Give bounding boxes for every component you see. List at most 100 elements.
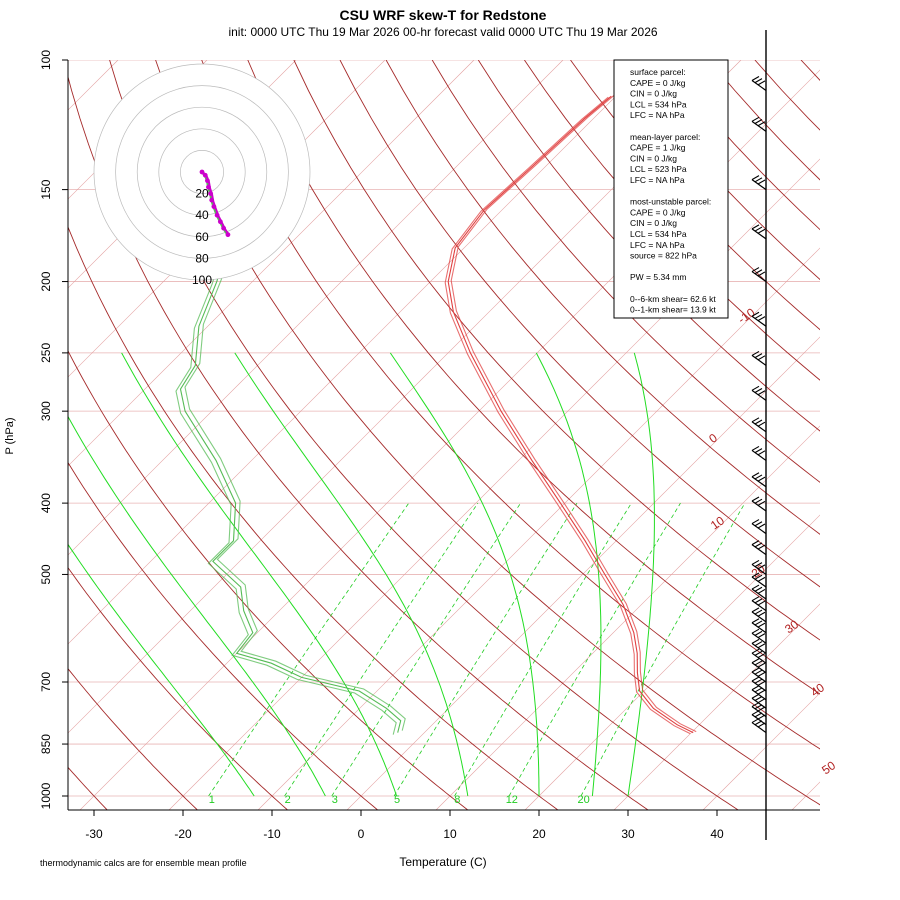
wind-barb-flag — [754, 720, 763, 726]
wind-barb-flag — [751, 385, 760, 391]
wind-barb-staff — [751, 588, 767, 600]
stats-line: mean-layer parcel: — [630, 132, 700, 142]
wind-barb — [751, 667, 767, 683]
wind-barb-flag — [754, 542, 763, 548]
wind-barb-staff — [751, 120, 767, 132]
mixing-ratio-label: 3 — [332, 794, 338, 806]
wind-barb — [751, 224, 767, 240]
pressure-tick-label: 400 — [39, 493, 53, 513]
dewpoint-line — [175, 258, 397, 735]
stats-line: LFC = NA hPa — [630, 240, 685, 250]
hodograph-ring — [93, 63, 311, 281]
wind-barb-flag — [757, 671, 766, 677]
wind-barbs — [751, 75, 767, 734]
wind-barb-flag — [754, 696, 763, 701]
wind-barb — [751, 175, 767, 191]
wind-barb-flag — [757, 316, 766, 322]
wind-barb-flag — [757, 390, 766, 396]
sounding-profiles — [175, 94, 697, 735]
temperature-tick-label: -10 — [263, 827, 281, 841]
dry-adiabat — [68, 349, 469, 810]
wind-barb-flag — [757, 600, 766, 606]
wind-barb-flag — [751, 648, 760, 654]
dry-adiabat — [68, 668, 199, 810]
wind-barb-staff — [751, 600, 767, 612]
wind-barb — [751, 75, 767, 91]
dry-adiabat — [68, 461, 379, 810]
mixing-ratio-lines — [208, 502, 746, 797]
stats-box — [613, 59, 729, 319]
stats-line: CAPE = 0 J/kg — [630, 207, 686, 217]
wind-barb-flag — [751, 702, 760, 708]
hodograph-point — [214, 212, 220, 218]
wind-barb-flag — [754, 177, 763, 183]
wind-barb — [751, 638, 767, 654]
dry-adiabat — [847, 60, 900, 812]
wind-barb-flag — [751, 572, 760, 578]
dry-adiabat — [385, 60, 820, 535]
hodograph-point — [225, 232, 231, 238]
mixing-ratio-label: 12 — [506, 794, 518, 806]
dry-adiabat — [201, 60, 820, 750]
wind-barb-flag — [751, 596, 760, 602]
hodograph-ring-label: 100 — [192, 273, 212, 287]
wind-barb-flag — [751, 607, 760, 613]
isotherm-line — [791, 781, 820, 810]
moist-adiabat — [535, 352, 602, 797]
isobar-lines — [68, 60, 820, 797]
wind-barb — [751, 718, 767, 734]
mixing-ratio-label: 8 — [454, 794, 460, 806]
wind-barb-flag — [754, 353, 763, 359]
isotherm-line — [68, 60, 564, 556]
pressure-tick-label: 150 — [39, 179, 53, 199]
hodograph-point — [199, 169, 205, 175]
dry-adiabat — [708, 60, 820, 181]
hodograph-point — [205, 178, 210, 184]
wind-barb-flag — [757, 689, 766, 695]
wind-barb-flag — [757, 476, 766, 482]
wind-barb-staff — [751, 563, 767, 575]
dry-adiabat-lines — [68, 60, 900, 812]
wind-barb — [751, 385, 767, 401]
hodograph-point — [221, 225, 227, 231]
stats-line: LFC = NA hPa — [630, 110, 685, 120]
isotherm-line — [613, 603, 820, 810]
wind-barb-flag — [757, 355, 766, 361]
stats-line: 0--6-km shear= 62.6 kt — [630, 294, 716, 304]
wind-barb — [751, 267, 767, 283]
hodograph-ring-label: 20 — [195, 187, 209, 201]
pressure-tick-label: 200 — [39, 271, 53, 291]
mixing-ratio-label: 20 — [577, 794, 589, 806]
dry-adiabat — [754, 60, 820, 131]
wind-barb-staff — [751, 671, 767, 683]
wind-barb-flag — [754, 660, 763, 666]
moist-adiabat — [68, 543, 255, 797]
moist-adiabat — [234, 352, 469, 797]
wind-barb-flag — [751, 618, 760, 624]
wind-barb-flag — [757, 121, 766, 127]
wind-barb-flag — [757, 706, 766, 712]
pressure-tick-label: 850 — [39, 734, 53, 754]
wind-barb — [751, 607, 767, 623]
temperature-tick-label: 20 — [532, 827, 546, 841]
hodograph-ring-label: 40 — [195, 208, 209, 222]
mixing-ratio-labels: 1 2 3 5 8 12 20 — [209, 794, 590, 806]
stats-line: most-unstable parcel: — [630, 197, 711, 207]
wind-barb-flag — [751, 116, 760, 122]
dry-adiabat — [247, 60, 820, 695]
wind-barb-staff — [751, 662, 767, 674]
mixing-ratio-line — [208, 502, 410, 797]
wind-barb-staff — [751, 652, 767, 664]
wind-barb-flag — [751, 540, 760, 546]
wind-barb-flag — [757, 680, 766, 686]
temperature-tick-labels: -30 -20 -10 0 10 20 30 40 — [85, 810, 724, 841]
dry-adiabat — [524, 60, 820, 381]
wind-barb-flag — [751, 658, 760, 664]
wind-barb — [751, 116, 767, 132]
mixing-ratio-line — [580, 502, 746, 797]
wind-barb — [751, 519, 767, 535]
temperature-line — [450, 94, 697, 733]
wind-barb-flag — [757, 633, 766, 639]
stats-line: CIN = 0 J/kg — [630, 153, 677, 163]
